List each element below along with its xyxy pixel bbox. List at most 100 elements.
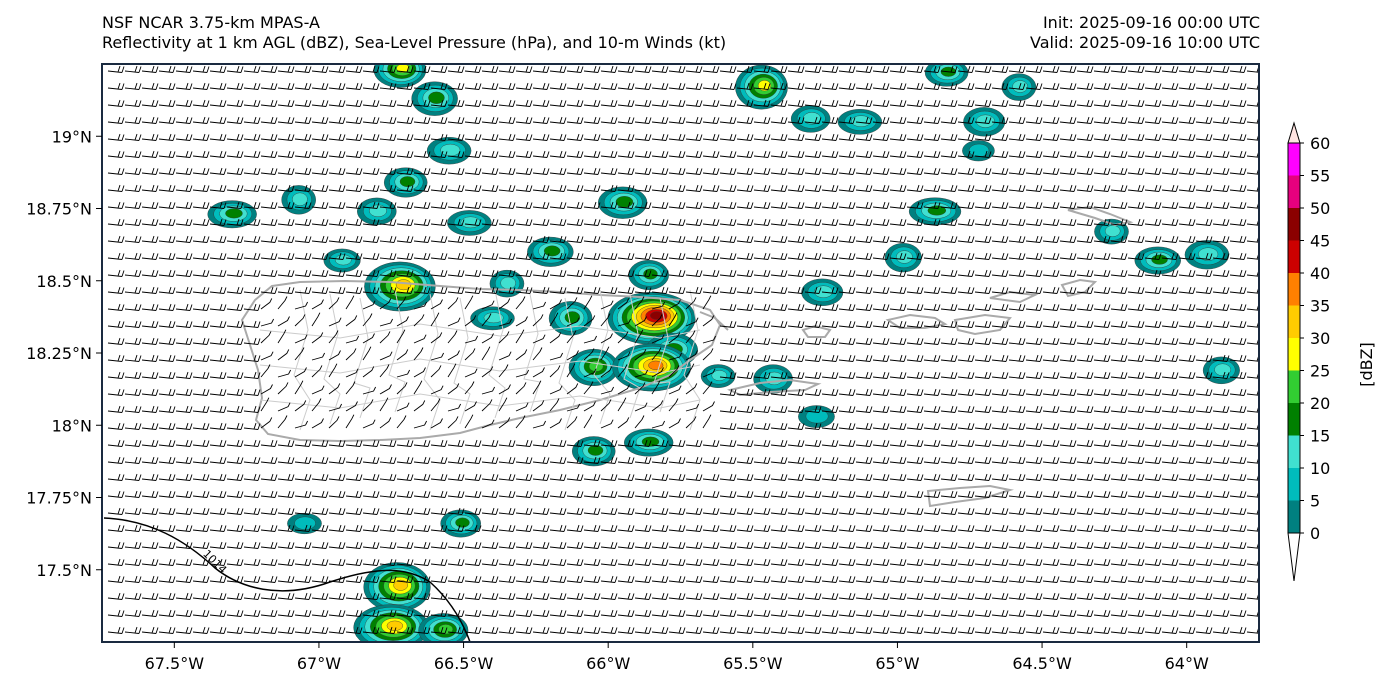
wind-barb — [260, 473, 278, 481]
wind-barb — [770, 337, 788, 345]
wind-barb — [1093, 558, 1111, 566]
wind-barb — [923, 609, 941, 617]
wind-barb — [1195, 82, 1213, 90]
wind-barb — [141, 133, 159, 141]
wind-barb — [498, 417, 511, 429]
wind-barb — [498, 609, 516, 617]
wind-barb — [940, 541, 958, 549]
wind-barb — [192, 490, 210, 498]
wind-barb — [209, 507, 227, 515]
wind-barb — [872, 626, 890, 634]
wind-barb — [855, 439, 873, 447]
wind-barb — [753, 405, 771, 413]
wind-barb — [124, 99, 142, 107]
echo-cell — [753, 364, 793, 394]
wind-barb — [566, 82, 584, 90]
wind-barb — [702, 575, 720, 583]
wind-barb — [362, 235, 380, 243]
wind-barb — [1161, 592, 1179, 600]
wind-barb — [821, 507, 839, 515]
wind-barb — [770, 558, 788, 566]
wind-barb — [413, 116, 431, 124]
wind-barb — [1264, 372, 1280, 378]
wind-barb — [175, 184, 193, 192]
wind-barb — [1059, 541, 1077, 549]
wind-barb — [1042, 82, 1060, 90]
wind-barb — [226, 337, 244, 345]
echo-contour — [460, 216, 481, 229]
echo-contour — [225, 208, 243, 219]
wind-barb — [974, 65, 992, 73]
wind-barb — [1144, 65, 1162, 73]
wind-barb — [362, 439, 380, 447]
wind-barb — [413, 184, 431, 192]
wind-barb — [668, 524, 686, 532]
wind-barb — [923, 337, 941, 345]
wind-barb — [889, 456, 907, 464]
wind-barb — [1229, 116, 1247, 124]
wind-barb — [107, 575, 125, 583]
wind-barb — [770, 286, 788, 294]
wind-barb — [311, 312, 321, 327]
wind-barb — [821, 490, 839, 498]
wind-barb — [1059, 269, 1077, 277]
echo-contour — [615, 196, 634, 208]
wind-barb — [328, 609, 346, 617]
wind-barb — [124, 371, 142, 379]
wind-barb — [328, 252, 346, 260]
wind-barb — [532, 201, 550, 209]
wind-barb — [566, 133, 584, 141]
wind-barb — [1212, 473, 1230, 481]
wind-barb — [141, 626, 159, 634]
wind-barb — [957, 303, 975, 311]
wind-barb — [702, 99, 720, 107]
wind-barb — [158, 252, 176, 260]
wind-barb — [328, 403, 343, 412]
wind-barb — [1076, 541, 1094, 549]
echo-cell — [323, 248, 361, 273]
wind-barb — [1212, 133, 1230, 141]
wind-barb — [175, 609, 193, 617]
wind-barb — [243, 388, 261, 396]
wind-barb — [702, 541, 720, 549]
wind-barb — [668, 575, 686, 583]
wind-barb — [617, 133, 635, 141]
wind-barb — [583, 133, 601, 141]
wind-barb — [753, 99, 771, 107]
wind-barb — [243, 286, 261, 294]
wind-barb — [736, 524, 754, 532]
wind-barb — [1178, 99, 1196, 107]
wind-barb — [1025, 575, 1043, 583]
wind-barb — [617, 298, 630, 310]
echo-cell — [447, 210, 492, 236]
wind-barb — [923, 490, 941, 498]
wind-barb — [277, 286, 295, 294]
wind-barb — [192, 626, 210, 634]
wind-barb — [515, 184, 533, 192]
wind-barb — [940, 354, 958, 362]
wind-barb — [889, 65, 907, 73]
wind-barb — [413, 558, 431, 566]
wind-barb — [889, 218, 907, 226]
echo-cell — [1134, 246, 1181, 275]
wind-barb — [379, 184, 397, 192]
wind-barb — [906, 439, 924, 447]
wind-barb — [1144, 320, 1162, 328]
wind-barb — [1161, 235, 1179, 243]
wind-barb — [583, 490, 601, 498]
wind-barb — [821, 626, 839, 634]
wind-barb — [1127, 439, 1145, 447]
wind-barb — [532, 380, 542, 395]
wind-barb — [770, 422, 788, 430]
wind-barb — [226, 133, 244, 141]
wind-barb — [498, 167, 516, 175]
wind-barb — [1008, 507, 1026, 515]
wind-barb — [1076, 150, 1094, 158]
echo-cell — [281, 185, 316, 215]
wind-barb — [1076, 422, 1094, 430]
echo-contour — [428, 91, 445, 104]
wind-barb — [600, 626, 618, 634]
wind-barb — [957, 184, 975, 192]
wind-barb — [940, 507, 958, 515]
wind-barb — [1144, 422, 1162, 430]
